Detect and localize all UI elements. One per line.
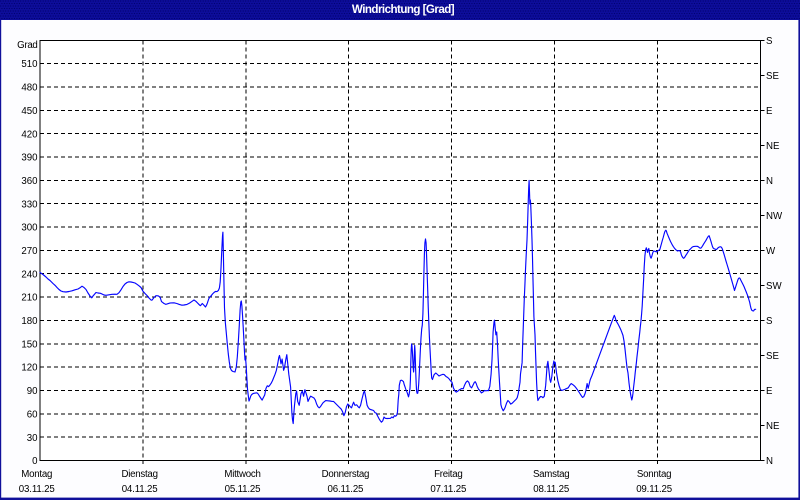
svg-text:N: N (766, 176, 773, 187)
svg-text:450: 450 (21, 106, 38, 117)
svg-text:07.11.25: 07.11.25 (430, 484, 466, 495)
svg-text:Grad: Grad (17, 40, 37, 51)
svg-text:N: N (766, 456, 773, 467)
svg-text:S: S (766, 36, 773, 47)
svg-text:Windrichtung [Grad]: Windrichtung [Grad] (352, 3, 455, 16)
svg-text:360: 360 (21, 176, 38, 187)
svg-text:E: E (766, 106, 773, 117)
svg-text:08.11.25: 08.11.25 (533, 484, 569, 495)
svg-text:390: 390 (21, 153, 38, 164)
svg-text:NE: NE (766, 141, 780, 152)
svg-text:04.11.25: 04.11.25 (122, 484, 158, 495)
svg-text:E: E (766, 386, 773, 397)
svg-text:Samstag: Samstag (533, 469, 569, 480)
svg-text:Freitag: Freitag (434, 469, 462, 480)
svg-text:NW: NW (766, 211, 783, 222)
svg-text:210: 210 (21, 293, 38, 304)
svg-text:Montag: Montag (21, 469, 52, 480)
svg-text:W: W (766, 246, 776, 257)
svg-text:Mittwoch: Mittwoch (224, 469, 260, 480)
svg-text:60: 60 (27, 409, 38, 420)
svg-text:05.11.25: 05.11.25 (225, 484, 261, 495)
svg-text:120: 120 (21, 363, 38, 374)
svg-text:SE: SE (766, 71, 779, 82)
svg-text:0: 0 (32, 456, 38, 467)
svg-text:09.11.25: 09.11.25 (636, 484, 672, 495)
svg-text:270: 270 (21, 246, 38, 257)
svg-text:180: 180 (21, 316, 38, 327)
svg-text:Sonntag: Sonntag (637, 469, 671, 480)
svg-text:30: 30 (27, 433, 38, 444)
svg-text:420: 420 (21, 129, 38, 140)
svg-text:Donnerstag: Donnerstag (322, 469, 370, 480)
svg-text:240: 240 (21, 269, 38, 280)
svg-text:510: 510 (21, 59, 38, 70)
svg-text:SE: SE (766, 351, 779, 362)
svg-text:300: 300 (21, 223, 38, 234)
svg-text:90: 90 (27, 386, 38, 397)
svg-text:S: S (766, 316, 773, 327)
svg-text:Dienstag: Dienstag (121, 469, 157, 480)
svg-text:03.11.25: 03.11.25 (19, 484, 55, 495)
svg-text:NE: NE (766, 421, 780, 432)
svg-text:480: 480 (21, 83, 38, 94)
svg-text:06.11.25: 06.11.25 (328, 484, 364, 495)
svg-text:330: 330 (21, 199, 38, 210)
svg-text:150: 150 (21, 339, 38, 350)
svg-text:SW: SW (766, 281, 782, 292)
